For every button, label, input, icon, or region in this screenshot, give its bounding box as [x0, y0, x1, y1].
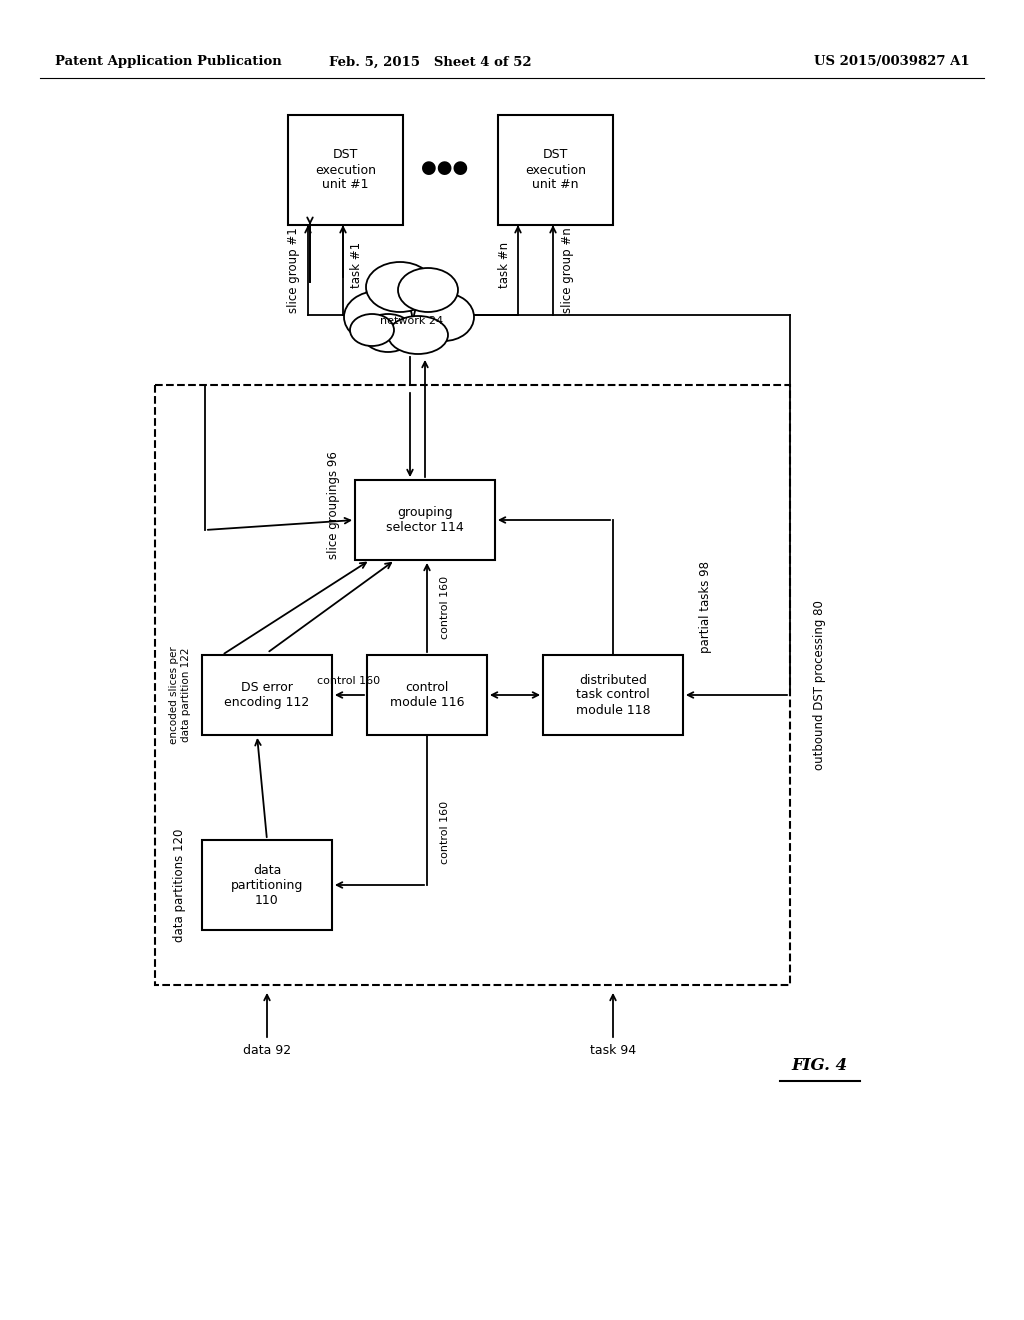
Text: Feb. 5, 2015   Sheet 4 of 52: Feb. 5, 2015 Sheet 4 of 52 [329, 55, 531, 69]
Bar [367, 655, 487, 735]
Text: data 92: data 92 [243, 1044, 291, 1056]
Bar [202, 840, 332, 931]
Text: slice groupings 96: slice groupings 96 [327, 451, 340, 558]
Ellipse shape [344, 290, 412, 343]
Text: task #1: task #1 [350, 242, 364, 288]
Ellipse shape [366, 261, 434, 312]
Ellipse shape [388, 315, 449, 354]
Text: partial tasks 98: partial tasks 98 [698, 561, 712, 653]
Text: Patent Application Publication: Patent Application Publication [55, 55, 282, 69]
Ellipse shape [350, 314, 394, 346]
Text: control 160: control 160 [440, 576, 450, 639]
Text: encoded slices per
data partition 122: encoded slices per data partition 122 [169, 645, 190, 744]
Text: slice group #n: slice group #n [560, 227, 573, 313]
Text: slice group #1: slice group #1 [288, 227, 300, 313]
Bar [202, 655, 332, 735]
Bar [498, 115, 613, 224]
Bar [543, 655, 683, 735]
Bar [155, 385, 790, 985]
Text: task 94: task 94 [590, 1044, 636, 1056]
Text: control 160: control 160 [440, 800, 450, 863]
Bar [355, 480, 495, 560]
Text: FIG. 4: FIG. 4 [792, 1056, 848, 1073]
Text: outbound DST processing 80: outbound DST processing 80 [813, 601, 826, 770]
Ellipse shape [362, 271, 458, 343]
Text: control
module 116: control module 116 [390, 681, 464, 709]
Text: network 24: network 24 [381, 315, 443, 326]
Text: DST
execution
unit #n: DST execution unit #n [525, 149, 586, 191]
Ellipse shape [414, 293, 474, 341]
Ellipse shape [398, 268, 458, 312]
Text: data
partitioning
110: data partitioning 110 [230, 863, 303, 907]
Text: ●●●: ●●● [421, 158, 469, 177]
Text: DS error
encoding 112: DS error encoding 112 [224, 681, 309, 709]
Text: distributed
task control
module 118: distributed task control module 118 [575, 673, 650, 717]
Text: control 160: control 160 [317, 676, 381, 686]
Ellipse shape [362, 314, 414, 352]
Text: task #n: task #n [498, 242, 511, 288]
Text: grouping
selector 114: grouping selector 114 [386, 506, 464, 535]
Bar [288, 115, 403, 224]
Text: data partitions 120: data partitions 120 [173, 829, 186, 941]
Text: DST
execution
unit #1: DST execution unit #1 [315, 149, 376, 191]
Text: US 2015/0039827 A1: US 2015/0039827 A1 [814, 55, 970, 69]
